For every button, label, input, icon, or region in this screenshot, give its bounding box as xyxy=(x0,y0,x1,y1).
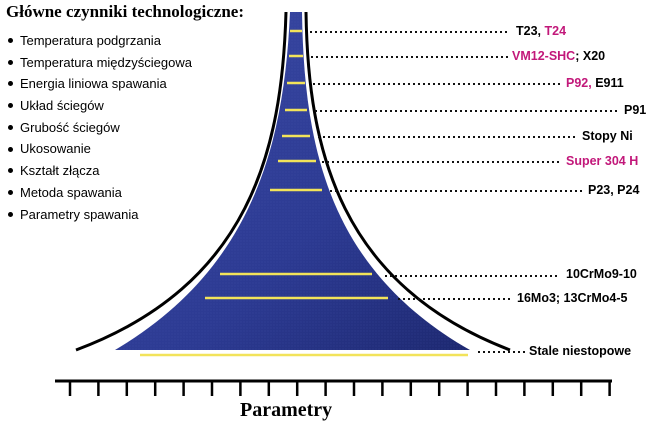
bullet-icon xyxy=(8,59,13,65)
material-label-stale-niestopowe: Stale niestopowe xyxy=(529,344,632,358)
material-label-t23-t24: T23, T24 xyxy=(516,24,567,38)
bullet-icon xyxy=(8,81,13,87)
factor-item: Temperatura podgrzania xyxy=(8,30,192,52)
leader-lines xyxy=(310,31,620,353)
factor-item: Temperatura międzyściegowa xyxy=(8,52,192,74)
bullet-icon xyxy=(8,38,13,44)
bullet-icon xyxy=(8,124,13,130)
bullet-icon xyxy=(8,211,13,217)
factor-item: Układ ściegów xyxy=(8,95,192,117)
material-label-stopy-ni: Stopy Ni xyxy=(582,129,633,143)
material-label-p91: P91 xyxy=(624,103,647,117)
funnel-texture xyxy=(115,12,470,350)
band-lines xyxy=(140,29,468,357)
bullet-icon xyxy=(8,103,13,109)
factor-list: Temperatura podgrzania Temperatura międz… xyxy=(8,30,192,225)
material-label-vm12-x20: VM12-SHC; X20 xyxy=(512,49,606,63)
bullet-icon xyxy=(8,168,13,174)
material-label-super-304h: Super 304 H xyxy=(566,154,639,168)
factor-item: Energia liniowa spawania xyxy=(8,73,192,95)
funnel-left-outline xyxy=(75,11,288,352)
diagram-title: Główne czynniki technologiczne: xyxy=(6,2,244,21)
material-label-16mo3-13crmo4-5: 16Mo3; 13CrMo4-5 xyxy=(517,291,628,305)
bullet-icon xyxy=(8,189,13,195)
factor-item: Parametry spawania xyxy=(8,204,192,226)
bullet-icon xyxy=(8,146,13,152)
factor-item: Kształt złącza xyxy=(8,160,192,182)
axis-title: Parametry xyxy=(240,399,333,421)
funnel-right-outline xyxy=(304,11,511,352)
parameter-axis xyxy=(55,379,612,396)
material-label-p92-e911: P92, E911 xyxy=(566,76,624,90)
factor-item: Metoda spawania xyxy=(8,182,192,204)
material-label-p23-p24: P23, P24 xyxy=(588,183,640,197)
factor-item: Ukosowanie xyxy=(8,138,192,160)
factor-item: Grubość ściegów xyxy=(8,117,192,139)
material-label-10crmo9-10: 10CrMo9-10 xyxy=(566,267,637,281)
